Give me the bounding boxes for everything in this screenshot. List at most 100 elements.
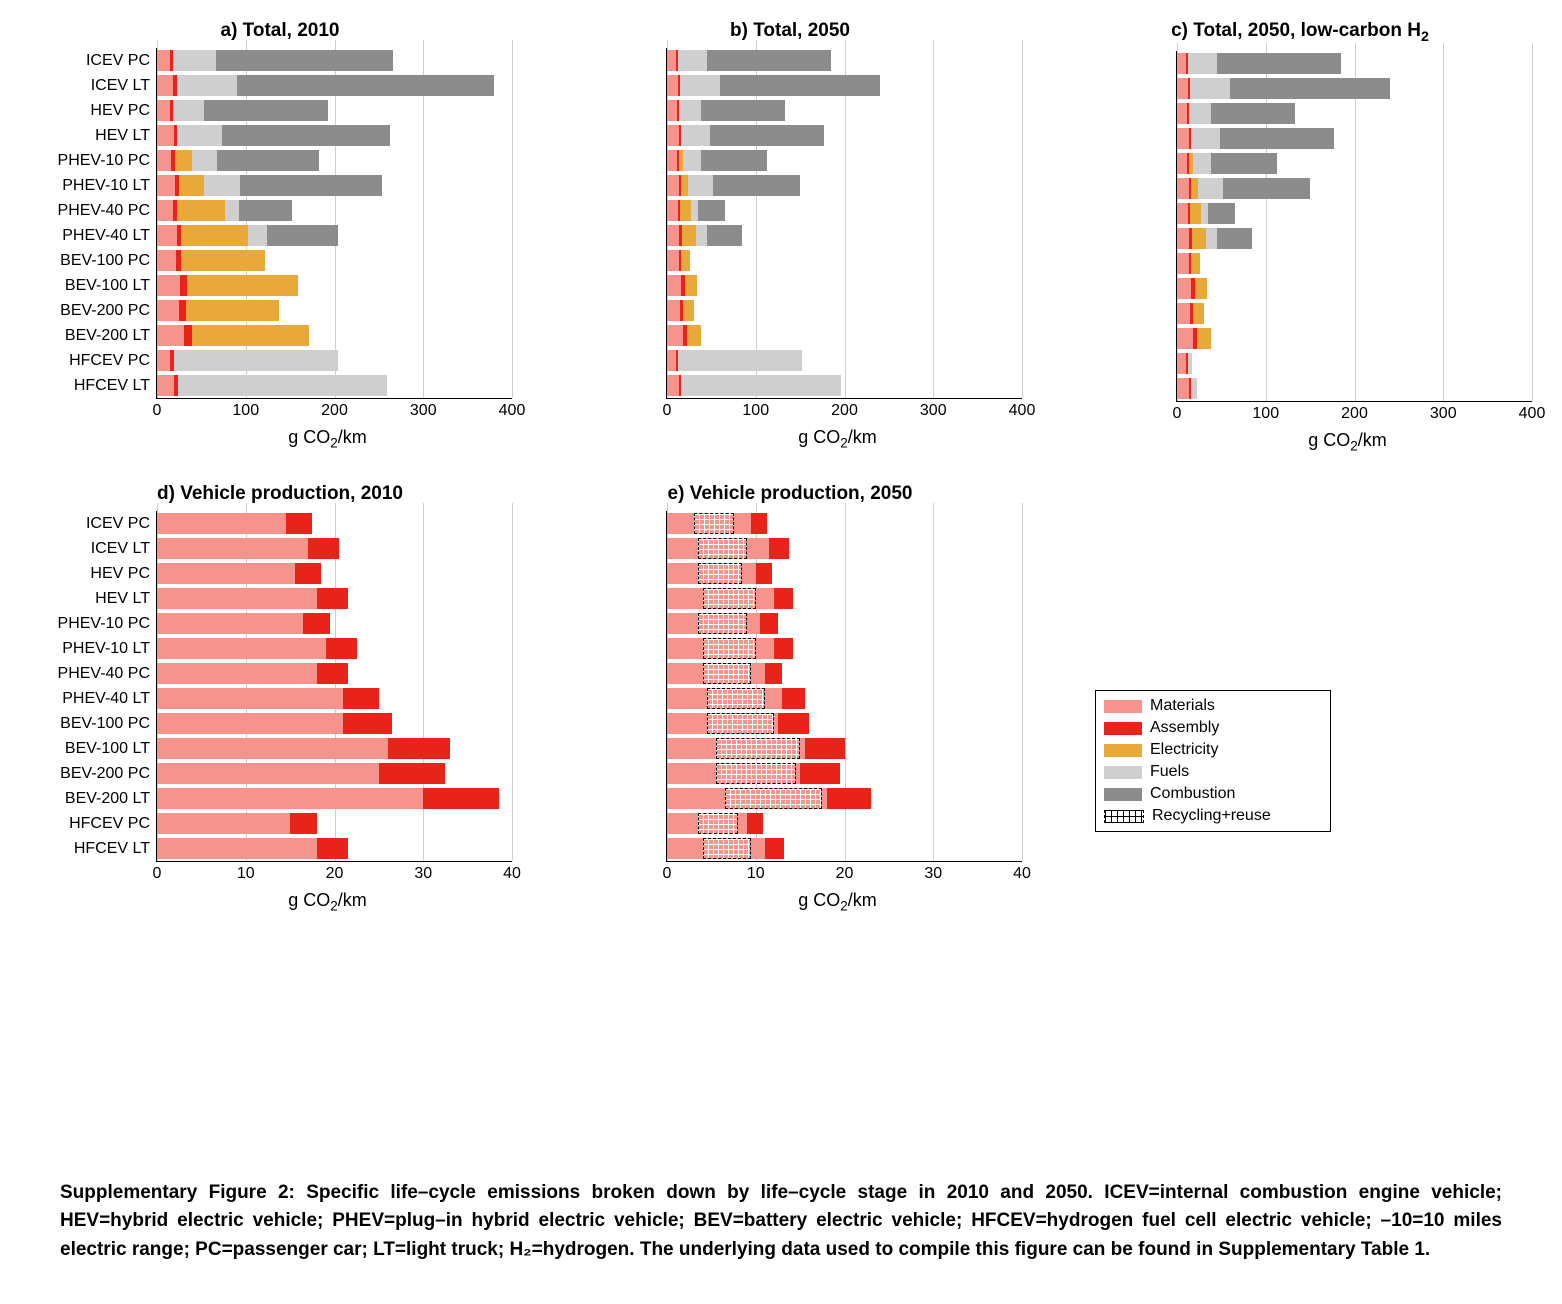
bar-segment-materials xyxy=(1177,378,1189,399)
bar-segment-assembly xyxy=(343,713,392,734)
bar-segment-electricity xyxy=(683,300,694,321)
bar-segment-combustion xyxy=(240,175,382,196)
legend-label: Materials xyxy=(1150,697,1215,715)
panel-d: d) Vehicle production, 2010 ICEV PCICEV L… xyxy=(40,483,520,914)
bar-segment-materials xyxy=(1177,253,1189,274)
panel-b: b) Total, 2050ICEV PCICEV LTHEV PCHEV LT… xyxy=(550,20,1030,453)
bar-segment-assembly xyxy=(800,763,840,784)
bar-segment-assembly xyxy=(286,513,313,534)
figure-caption: Supplementary Figure 2: Specific life–cy… xyxy=(60,1179,1502,1265)
bar-segment-electricity xyxy=(1195,278,1207,299)
bar-row xyxy=(157,100,328,121)
bar-segment-assembly xyxy=(343,688,379,709)
bar-segment-materials xyxy=(157,713,343,734)
y-axis-labels: ICEV PCICEV LTHEV PCHEV LTPHEV-10 PCPHEV… xyxy=(550,48,666,398)
bar-segment-combustion xyxy=(720,75,880,96)
bar-segment-materials xyxy=(157,763,379,784)
bar-segment-combustion xyxy=(710,125,824,146)
bar-segment-assembly xyxy=(388,738,450,759)
bar-segment-fuels xyxy=(678,350,802,371)
bar-segment-electricity xyxy=(186,300,279,321)
legend: MaterialsAssemblyElectricityFuelsCombust… xyxy=(1095,690,1331,832)
bar-segment-fuels xyxy=(1201,203,1208,224)
legend-label: Combustion xyxy=(1150,785,1235,803)
bar-segment-fuels xyxy=(225,200,238,221)
category-label: ICEV PC xyxy=(40,511,150,536)
category-label: BEV-100 LT xyxy=(40,736,150,761)
bar-row xyxy=(667,100,785,121)
panel-title: e) Vehicle production, 2050 xyxy=(550,483,1030,505)
bar-segment-fuels xyxy=(1198,178,1223,199)
bar-segment-materials xyxy=(1177,203,1188,224)
bar-segment-combustion xyxy=(1211,103,1295,124)
bar-segment-assembly xyxy=(290,813,317,834)
bar-segment-combustion xyxy=(1230,78,1390,99)
bar-segment-electricity xyxy=(682,225,696,246)
x-tick-label: 20 xyxy=(836,865,854,883)
bar-row xyxy=(1177,103,1295,124)
bar-segment-materials xyxy=(667,225,679,246)
category-label: PHEV-10 LT xyxy=(40,636,150,661)
bar-segment-fuels xyxy=(173,100,204,121)
bar-row xyxy=(157,738,450,759)
bar-segment-combustion xyxy=(222,125,391,146)
bar-segment-assembly xyxy=(184,325,192,346)
bar-segment-materials xyxy=(1177,153,1187,174)
bar-row xyxy=(157,613,330,634)
category-label: BEV-200 LT xyxy=(40,786,150,811)
bar-row xyxy=(157,788,499,809)
bar-segment-materials xyxy=(157,225,177,246)
bar-segment-materials xyxy=(667,100,677,121)
x-tick-label: 30 xyxy=(924,865,942,883)
bar-segment-materials xyxy=(1177,303,1190,324)
bar-row xyxy=(1177,253,1200,274)
bar-segment-fuels xyxy=(681,125,710,146)
bar-segment-materials xyxy=(157,588,317,609)
bar-segment-materials xyxy=(1177,178,1189,199)
bar-segment-electricity xyxy=(1191,253,1200,274)
category-label: HEV LT xyxy=(40,586,150,611)
category-label: HEV LT xyxy=(40,123,150,148)
recycling-overlay xyxy=(725,788,823,809)
category-label: BEV-200 LT xyxy=(40,323,150,348)
recycling-overlay xyxy=(703,588,756,609)
bar-segment-materials xyxy=(157,150,171,171)
category-label: PHEV-40 PC xyxy=(40,198,150,223)
bar-segment-combustion xyxy=(701,100,785,121)
x-tick-label: 300 xyxy=(920,402,947,420)
bar-segment-materials xyxy=(157,100,170,121)
category-label: ICEV LT xyxy=(40,73,150,98)
bar-segment-combustion xyxy=(701,150,768,171)
bar-segment-materials xyxy=(157,838,317,859)
bar-segment-materials xyxy=(667,75,678,96)
recycling-overlay xyxy=(703,638,756,659)
category-label: BEV-100 PC xyxy=(40,711,150,736)
bar-segment-assembly xyxy=(423,788,498,809)
bar-segment-fuels xyxy=(688,175,713,196)
plot-area: 010203040 xyxy=(666,511,1022,862)
x-axis-label: g CO2/km xyxy=(660,890,1015,914)
bar-segment-assembly xyxy=(308,538,339,559)
x-tick-label: 300 xyxy=(1430,405,1457,423)
category-label: PHEV-40 PC xyxy=(40,661,150,686)
bar-segment-materials xyxy=(157,50,170,71)
bar-segment-combustion xyxy=(1217,53,1341,74)
bar-segment-materials xyxy=(1177,228,1189,249)
y-axis-labels: ICEV PCICEV LTHEV PCHEV LTPHEV-10 PCPHEV… xyxy=(550,511,666,861)
bar-segment-electricity xyxy=(681,175,688,196)
bar-segment-electricity xyxy=(1193,303,1204,324)
bar-segment-electricity xyxy=(192,325,309,346)
x-tick-label: 0 xyxy=(1173,405,1182,423)
panel-title: d) Vehicle production, 2010 xyxy=(40,483,520,505)
x-tick-label: 20 xyxy=(326,865,344,883)
bar-segment-fuels xyxy=(192,150,217,171)
x-tick-label: 200 xyxy=(831,402,858,420)
legend-label: Fuels xyxy=(1150,763,1189,781)
bar-row xyxy=(1177,278,1207,299)
bar-segment-fuels xyxy=(174,350,338,371)
bar-segment-combustion xyxy=(267,225,338,246)
x-tick-label: 0 xyxy=(153,865,162,883)
x-tick-label: 40 xyxy=(1013,865,1031,883)
bar-row xyxy=(1177,153,1277,174)
y-axis-labels: ICEV PCICEV LTHEV PCHEV LTPHEV-10 PCPHEV… xyxy=(40,511,156,861)
